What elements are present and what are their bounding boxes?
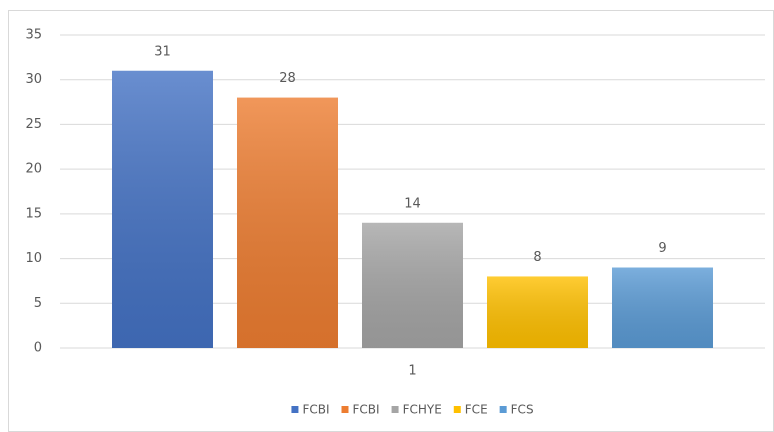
y-tick-label: 15 [25, 206, 42, 221]
y-tick-label: 35 [25, 28, 42, 43]
legend-label: FCS [511, 403, 534, 417]
bar-sheen [112, 70, 213, 349]
y-tick-label: 25 [25, 117, 42, 132]
y-tick-label: 10 [25, 251, 42, 266]
data-label: 31 [154, 44, 171, 59]
y-tick-label: 20 [25, 162, 42, 177]
y-tick-label: 30 [25, 72, 42, 87]
legend-swatch [453, 406, 461, 413]
data-label: 14 [404, 196, 421, 211]
y-tick-label: 0 [34, 341, 42, 356]
legend-swatch [391, 406, 399, 413]
bar-sheen [487, 276, 588, 348]
data-label: 9 [658, 241, 666, 256]
data-label: 28 [279, 71, 296, 86]
legend-swatch [499, 406, 507, 413]
legend-label: FCE [465, 403, 488, 417]
legend-swatch [291, 406, 299, 413]
legend-label: FCHYE [403, 403, 442, 417]
bar-sheen [612, 267, 713, 348]
bar-sheen [237, 97, 338, 348]
legend-swatch [341, 406, 349, 413]
bar-sheen [362, 222, 463, 348]
data-label: 8 [533, 250, 541, 265]
y-tick-label: 5 [34, 296, 42, 311]
legend-label: FCBI [353, 403, 380, 417]
legend-label: FCBI [302, 403, 329, 417]
x-tick-label: 1 [408, 364, 416, 379]
